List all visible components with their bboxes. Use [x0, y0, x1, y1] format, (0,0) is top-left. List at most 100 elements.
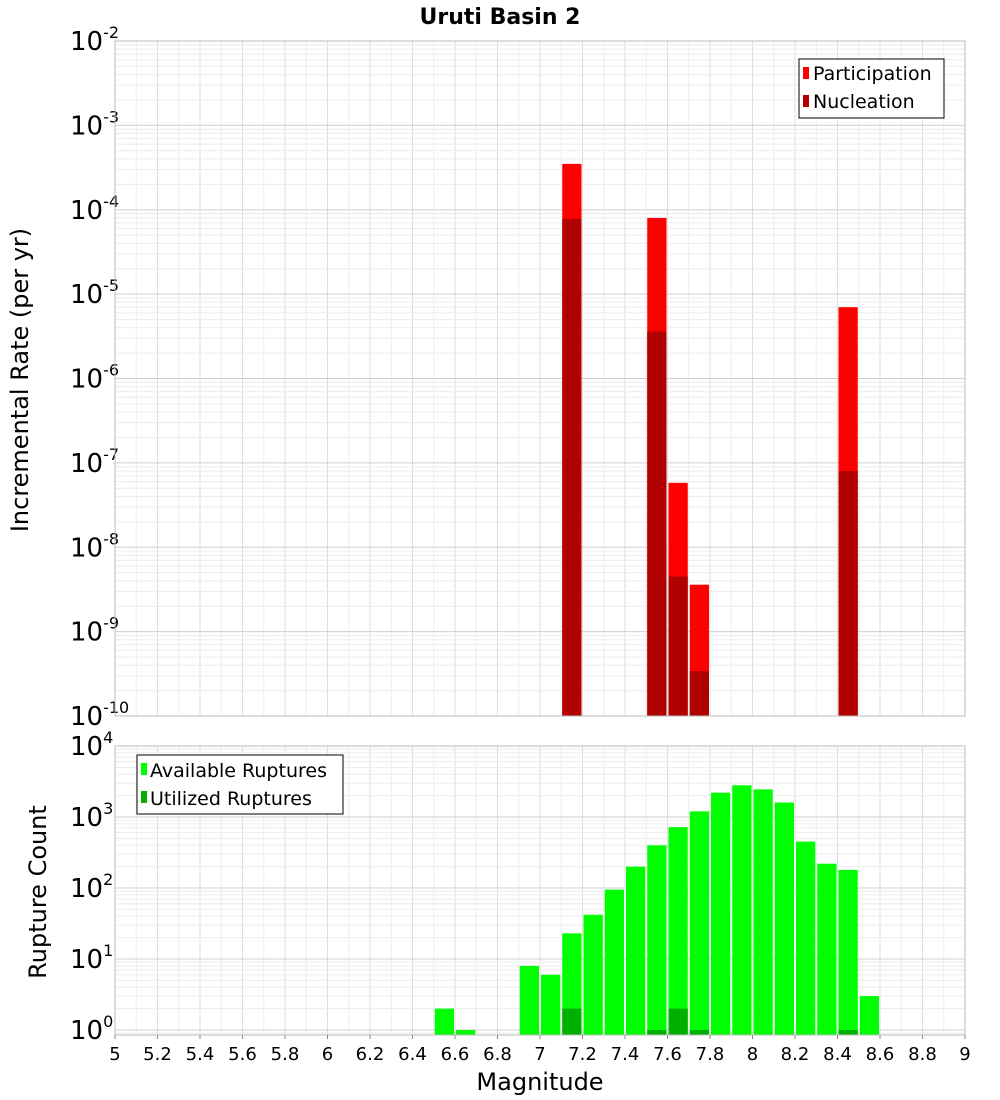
y-tick-exponent: -2 [103, 23, 119, 42]
available-rupture-bar [711, 792, 731, 1035]
y-tick-exponent: -10 [103, 698, 129, 717]
utilized-rupture-bar [689, 1029, 709, 1035]
y-tick-exponent: -9 [103, 614, 119, 633]
rate-gridlines [114, 40, 966, 717]
y-tick-base: 10 [70, 365, 103, 395]
available-rupture-bar [519, 965, 539, 1035]
utilized-rupture-bar [668, 1008, 688, 1035]
x-tick-label: 7 [534, 1044, 545, 1065]
x-tick-label: 7.2 [568, 1044, 597, 1065]
x-tick-labels: 5 5.2 5.4 5.6 5.8 6 6.2 6.4 6.6 6.8 7 7.2 7.4 7.6 7.8 8… [109, 1035, 971, 1065]
y-tick-exponent: 1 [103, 941, 113, 960]
available-rupture-bar [647, 845, 667, 1035]
available-rupture-bar [604, 889, 624, 1035]
y-tick-base: 10 [70, 732, 103, 762]
utilized-legend-label: Utilized Ruptures [150, 788, 312, 810]
x-tick-label: 5.2 [143, 1044, 172, 1065]
y-tick-base: 10 [70, 945, 103, 975]
x-tick-label: 5.4 [186, 1044, 215, 1065]
available-rupture-bar [817, 863, 837, 1035]
available-rupture-bar [668, 827, 688, 1035]
rate-bars [562, 163, 858, 717]
participation-legend-swatch [803, 67, 809, 79]
available-rupture-bar [626, 866, 646, 1035]
y-tick-base: 10 [70, 874, 103, 904]
available-rupture-bar [583, 914, 603, 1035]
x-tick-label: 5.8 [271, 1044, 300, 1065]
available-rupture-bar [796, 841, 816, 1035]
y-tick-label: 10-2 [70, 23, 119, 57]
y-tick-exponent: 4 [103, 728, 113, 747]
count-legend: Available Ruptures Utilized Ruptures [136, 754, 344, 815]
available-legend-label: Available Ruptures [150, 760, 327, 782]
y-tick-base: 10 [70, 27, 103, 57]
chart-title: Uruti Basin 2 [420, 5, 581, 30]
y-tick-exponent: -6 [103, 361, 119, 380]
y-tick-exponent: 0 [103, 1012, 113, 1031]
y-tick-base: 10 [70, 533, 103, 563]
y-tick-label: 100 [70, 1012, 113, 1046]
available-rupture-bar [456, 1029, 476, 1035]
available-rupture-bar [774, 802, 794, 1035]
available-rupture-bar [434, 1008, 454, 1035]
available-rupture-bar [541, 974, 561, 1035]
y-tick-exponent: 2 [103, 870, 113, 889]
y-tick-exponent: 3 [103, 799, 113, 818]
available-legend-swatch [141, 763, 147, 775]
count-y-axis-label: Rupture Count [24, 805, 52, 979]
nucleation-bar [647, 331, 667, 716]
nucleation-legend-swatch [803, 95, 809, 107]
rate-legend: Participation Nucleation [798, 58, 945, 119]
x-tick-label: 6.8 [483, 1044, 512, 1065]
nucleation-legend-label: Nucleation [813, 91, 915, 113]
y-tick-label: 103 [70, 799, 113, 833]
y-tick-base: 10 [70, 111, 103, 141]
x-axis-label: Magnitude [476, 1068, 603, 1096]
y-tick-base: 10 [70, 618, 103, 648]
x-tick-label: 7.8 [696, 1044, 725, 1065]
x-tick-label: 9 [959, 1044, 970, 1065]
y-tick-exponent: -5 [103, 276, 119, 295]
available-rupture-bar [859, 996, 879, 1035]
x-tick-label: 8 [747, 1044, 758, 1065]
x-tick-label: 6 [322, 1044, 333, 1065]
y-tick-exponent: -8 [103, 529, 119, 548]
count-bars [434, 785, 879, 1035]
rate-legend-box [798, 58, 945, 119]
rate-y-axis-label: Incremental Rate (per yr) [6, 228, 34, 532]
count-legend-box [136, 754, 344, 815]
x-tick-label: 6.4 [398, 1044, 427, 1065]
y-tick-exponent: -7 [103, 445, 119, 464]
y-tick-label: 101 [70, 941, 113, 975]
y-tick-base: 10 [70, 196, 103, 226]
x-tick-label: 7.6 [653, 1044, 682, 1065]
available-rupture-bar [732, 785, 752, 1035]
x-tick-label: 6.2 [356, 1044, 385, 1065]
x-tick-label: 7.4 [611, 1044, 640, 1065]
nucleation-bar [838, 471, 858, 716]
nucleation-bar [689, 671, 709, 716]
y-tick-base: 10 [70, 803, 103, 833]
y-tick-base: 10 [70, 449, 103, 479]
x-tick-label: 8.8 [908, 1044, 937, 1065]
utilized-rupture-bar [562, 1008, 582, 1035]
available-rupture-bar [753, 789, 773, 1035]
x-tick-label: 5.6 [228, 1044, 257, 1065]
x-tick-label: 5 [109, 1044, 120, 1065]
x-tick-label: 8.4 [823, 1044, 852, 1065]
rate-plot-border [114, 40, 966, 717]
y-tick-label: 10-10 [70, 698, 129, 732]
x-tick-label: 6.6 [441, 1044, 470, 1065]
y-tick-exponent: -4 [103, 192, 119, 211]
utilized-rupture-bar [838, 1029, 858, 1035]
x-tick-label: 8.2 [781, 1044, 810, 1065]
available-rupture-bar [689, 811, 709, 1035]
y-tick-label: 102 [70, 870, 113, 904]
y-tick-label: 104 [70, 728, 113, 762]
available-rupture-bar [838, 869, 858, 1035]
y-tick-base: 10 [70, 1016, 103, 1046]
utilized-legend-swatch [141, 791, 147, 803]
